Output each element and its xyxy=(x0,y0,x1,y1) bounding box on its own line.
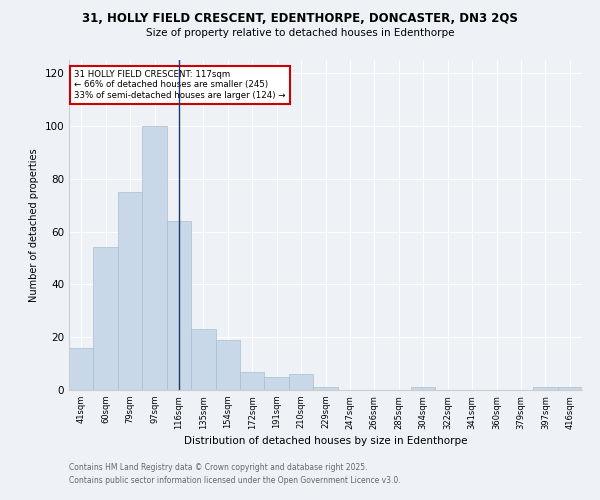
Bar xyxy=(118,192,142,390)
Bar xyxy=(69,348,94,390)
Bar xyxy=(94,248,118,390)
Bar xyxy=(557,388,582,390)
Bar xyxy=(191,330,215,390)
Bar xyxy=(142,126,167,390)
Bar xyxy=(313,388,338,390)
Bar xyxy=(533,388,557,390)
Bar xyxy=(167,221,191,390)
Bar xyxy=(411,388,436,390)
Text: Contains HM Land Registry data © Crown copyright and database right 2025.: Contains HM Land Registry data © Crown c… xyxy=(69,462,367,471)
Text: Contains public sector information licensed under the Open Government Licence v3: Contains public sector information licen… xyxy=(69,476,401,485)
Text: Size of property relative to detached houses in Edenthorpe: Size of property relative to detached ho… xyxy=(146,28,454,38)
Bar xyxy=(215,340,240,390)
Y-axis label: Number of detached properties: Number of detached properties xyxy=(29,148,39,302)
Text: 31, HOLLY FIELD CRESCENT, EDENTHORPE, DONCASTER, DN3 2QS: 31, HOLLY FIELD CRESCENT, EDENTHORPE, DO… xyxy=(82,12,518,26)
Bar xyxy=(240,372,265,390)
Bar xyxy=(265,377,289,390)
Text: 31 HOLLY FIELD CRESCENT: 117sqm
← 66% of detached houses are smaller (245)
33% o: 31 HOLLY FIELD CRESCENT: 117sqm ← 66% of… xyxy=(74,70,286,100)
Bar xyxy=(289,374,313,390)
X-axis label: Distribution of detached houses by size in Edenthorpe: Distribution of detached houses by size … xyxy=(184,436,467,446)
